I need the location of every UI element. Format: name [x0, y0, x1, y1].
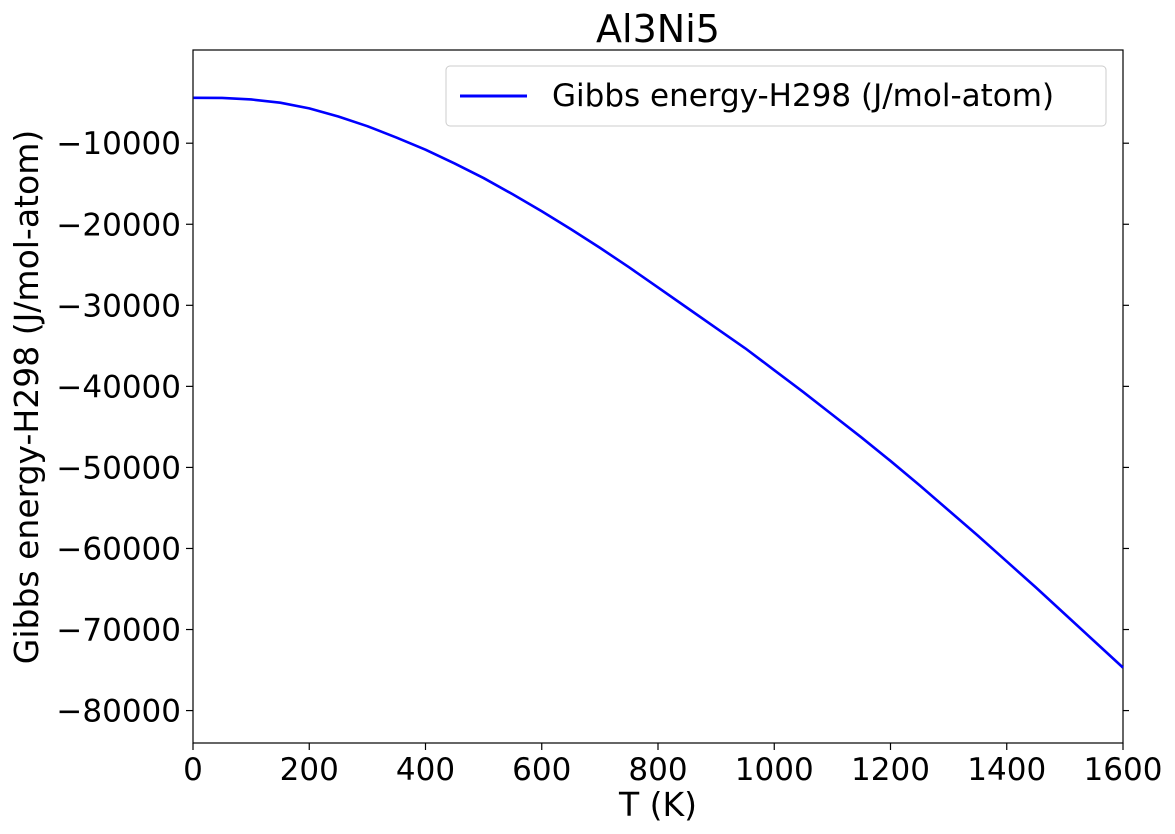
y-tick-label: −70000	[56, 613, 181, 649]
y-tick-label: −50000	[56, 450, 181, 486]
x-tick-label: 1000	[735, 752, 814, 788]
series-line	[193, 96, 1124, 669]
x-tick-label: 1600	[1084, 752, 1163, 788]
x-tick-label: 800	[628, 752, 687, 788]
x-tick-label: 1200	[851, 752, 930, 788]
legend-box	[445, 65, 1107, 127]
x-tick-label: 1400	[967, 752, 1046, 788]
plot-area: 0 200 400 600 800 1000 1200 1400 1600 −10000 −200…	[56, 49, 1162, 788]
y-tick-label: −20000	[56, 207, 181, 243]
y-axis-ticks: −10000 −20000 −30000 −40000 −50000 −60000 −700…	[56, 126, 1129, 730]
legend: Gibbs energy-H298 (J/mol-atom)	[445, 65, 1107, 127]
x-axis-ticks: 0 200 400 600 800 1000 1200 1400 1600	[183, 743, 1162, 788]
plot-frame	[192, 49, 1124, 744]
x-tick-label: 200	[280, 752, 339, 788]
y-tick-label: −40000	[56, 369, 181, 405]
x-tick-label: 400	[396, 752, 455, 788]
y-axis-label: Gibbs energy-H298 (J/mol-atom)	[7, 130, 46, 664]
y-tick-label: −30000	[56, 288, 181, 324]
y-tick-label: −80000	[56, 694, 181, 730]
legend-label: Gibbs energy-H298 (J/mol-atom)	[552, 78, 1054, 114]
y-tick-label: −10000	[56, 126, 181, 162]
x-tick-label: 600	[512, 752, 571, 788]
y-tick-label: −60000	[56, 531, 181, 567]
x-tick-label: 0	[183, 752, 203, 788]
series-layer	[193, 96, 1124, 669]
chart-title: Al3Ni5	[596, 7, 720, 51]
x-axis-label: T (K)	[618, 785, 697, 824]
